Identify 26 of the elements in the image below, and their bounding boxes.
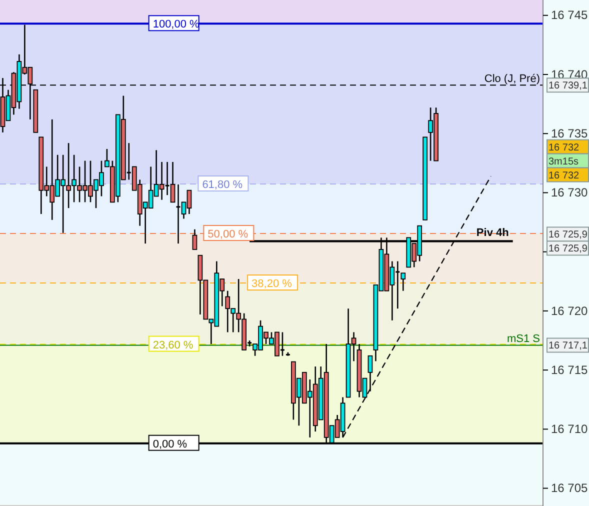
y-tick-label: 16 730: [551, 186, 588, 200]
text: 16 732: [548, 170, 580, 182]
annotation: 61,80 %: [202, 178, 243, 191]
annotation: 100,00 %: [152, 18, 200, 31]
candlestick: [368, 355, 373, 392]
text: 16 725,9: [548, 230, 588, 241]
candlestick: [400, 272, 406, 292]
y-tick-label: 16 710: [551, 422, 588, 436]
text: 3m15s: [548, 156, 579, 168]
annotation: 38,20 %: [252, 278, 292, 290]
y-tick-label: 16 715: [551, 362, 588, 377]
text: 16 717,1: [548, 340, 588, 352]
y-tick-label: 16 720: [551, 304, 588, 318]
text: 16 739,1: [548, 80, 588, 92]
candlestick: [192, 228, 198, 250]
ref-line-label: mS1 S: [506, 333, 540, 346]
text: 16 725,9: [548, 244, 588, 255]
y-tick-label: 16 705: [551, 481, 588, 496]
annotation: 50,00 %: [208, 228, 248, 240]
series-label: Piv 4h: [476, 227, 510, 240]
annotation: 0,00 %: [152, 438, 188, 450]
ref-line-label: Clo (J, Pré): [484, 73, 540, 86]
y-tick-label: 16 735: [551, 126, 588, 140]
y-tick-label: 16 745: [551, 8, 588, 22]
text: 16 732: [548, 142, 580, 154]
annotation: 23,60 %: [152, 339, 194, 352]
